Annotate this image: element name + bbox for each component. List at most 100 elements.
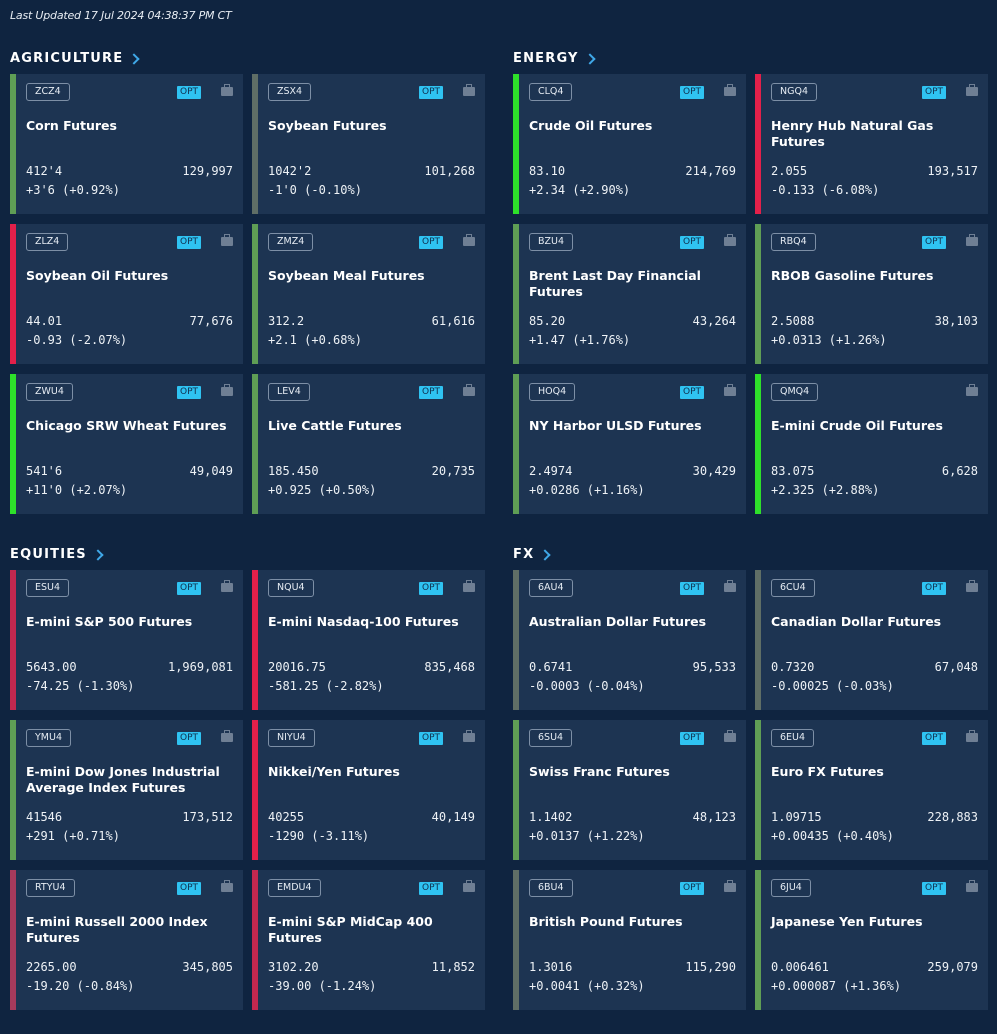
contract-card[interactable]: 6JU4 OPT Japanese Yen Futures 0.006461 259,0… xyxy=(755,870,988,1010)
contract-name: Corn Futures xyxy=(26,118,117,133)
section-title-link[interactable]: ENERGY xyxy=(513,51,596,66)
volume: 6,628 xyxy=(941,464,978,478)
contract-card[interactable]: 6EU4 OPT Euro FX Futures 1.09715 228,883 +0.0… xyxy=(755,720,988,860)
briefcase-icon[interactable] xyxy=(221,580,233,592)
options-badge[interactable]: OPT xyxy=(418,882,443,895)
briefcase-icon[interactable] xyxy=(221,384,233,396)
price-change: +0.0041 (+0.32%) xyxy=(529,979,645,993)
contract-card[interactable]: EMDU4 OPT E-mini S&P MidCap 400 Futures 310… xyxy=(252,870,485,1010)
options-badge[interactable]: OPT xyxy=(418,86,443,99)
symbol-badge: ZSX4 xyxy=(268,83,312,101)
briefcase-icon[interactable] xyxy=(463,384,475,396)
section-title-link[interactable]: FX xyxy=(513,547,551,562)
contract-card[interactable]: NIYU4 OPT Nikkei/Yen Futures 40255 40,149 -12… xyxy=(252,720,485,860)
section-title-link[interactable]: AGRICULTURE xyxy=(10,51,140,66)
options-badge[interactable]: OPT xyxy=(921,236,946,249)
options-badge[interactable]: OPT xyxy=(176,236,201,249)
contract-card[interactable]: QMQ4 E-mini Crude Oil Futures 83.075 6,628 +… xyxy=(755,374,988,514)
options-badge[interactable]: OPT xyxy=(418,582,443,595)
volume: 101,268 xyxy=(424,164,475,178)
contract-card[interactable]: ZLZ4 OPT Soybean Oil Futures 44.01 77,676 -0.… xyxy=(10,224,243,364)
contract-card[interactable]: ZCZ4 OPT Corn Futures 412'4 129,997 +3'6 (+0.… xyxy=(10,74,243,214)
contract-card[interactable]: 6SU4 OPT Swiss Franc Futures 1.1402 48,123 +0… xyxy=(513,720,746,860)
contract-name: Chicago SRW Wheat Futures xyxy=(26,418,227,433)
contract-card[interactable]: BZU4 OPT Brent Last Day Financial Futures 8… xyxy=(513,224,746,364)
contract-grid: ZCZ4 OPT Corn Futures 412'4 129,997 +3'6 (+0.… xyxy=(10,74,485,514)
contract-name: Soybean Oil Futures xyxy=(26,268,169,283)
chevron-right-icon xyxy=(583,53,596,65)
contract-name: Australian Dollar Futures xyxy=(529,614,707,629)
options-badge[interactable]: OPT xyxy=(176,882,201,895)
briefcase-icon[interactable] xyxy=(221,730,233,742)
briefcase-icon[interactable] xyxy=(463,880,475,892)
briefcase-icon[interactable] xyxy=(724,880,736,892)
contract-card[interactable]: NGQ4 OPT Henry Hub Natural Gas Futures 2.05… xyxy=(755,74,988,214)
contract-card[interactable]: ESU4 OPT E-mini S&P 500 Futures 5643.00 1,96… xyxy=(10,570,243,710)
price-change: -0.00025 (-0.03%) xyxy=(771,679,894,693)
briefcase-icon[interactable] xyxy=(724,580,736,592)
contract-name: E-mini Russell 2000 Index Futures xyxy=(26,914,208,945)
options-badge[interactable]: OPT xyxy=(176,386,201,399)
volume: 40,149 xyxy=(431,810,475,824)
contract-card[interactable]: 6AU4 OPT Australian Dollar Futures 0.6741 95… xyxy=(513,570,746,710)
contract-card[interactable]: ZSX4 OPT Soybean Futures 1042'2 101,268 -1'0 … xyxy=(252,74,485,214)
price-change: -39.00 (-1.24%) xyxy=(268,979,377,993)
price-change: +0.925 (+0.50%) xyxy=(268,483,377,497)
options-badge[interactable]: OPT xyxy=(176,86,201,99)
contract-card[interactable]: 6CU4 OPT Canadian Dollar Futures 0.7320 67,0… xyxy=(755,570,988,710)
options-badge[interactable]: OPT xyxy=(921,86,946,99)
briefcase-icon[interactable] xyxy=(463,580,475,592)
options-badge[interactable]: OPT xyxy=(679,236,704,249)
section-title: AGRICULTURE xyxy=(10,51,124,66)
contract-card[interactable]: RBQ4 OPT RBOB Gasoline Futures 2.5088 38,103… xyxy=(755,224,988,364)
options-badge[interactable]: OPT xyxy=(679,386,704,399)
briefcase-icon[interactable] xyxy=(463,730,475,742)
options-badge[interactable]: OPT xyxy=(418,386,443,399)
options-badge[interactable]: OPT xyxy=(921,882,946,895)
briefcase-icon[interactable] xyxy=(724,384,736,396)
briefcase-icon[interactable] xyxy=(221,880,233,892)
options-badge[interactable]: OPT xyxy=(679,86,704,99)
briefcase-icon[interactable] xyxy=(966,84,978,96)
contract-card[interactable]: 6BU4 OPT British Pound Futures 1.3016 115,29… xyxy=(513,870,746,1010)
briefcase-icon[interactable] xyxy=(724,730,736,742)
section-title-link[interactable]: EQUITIES xyxy=(10,547,104,562)
price-change: +0.000087 (+1.36%) xyxy=(771,979,902,993)
contract-card[interactable]: ZMZ4 OPT Soybean Meal Futures 312.2 61,616 +2… xyxy=(252,224,485,364)
briefcase-icon[interactable] xyxy=(724,234,736,246)
briefcase-icon[interactable] xyxy=(966,234,978,246)
contract-card[interactable]: HOQ4 OPT NY Harbor ULSD Futures 2.4974 30,42… xyxy=(513,374,746,514)
contract-card[interactable]: CLQ4 OPT Crude Oil Futures 83.10 214,769 +2.3… xyxy=(513,74,746,214)
section-equities: EQUITIES ESU4 OPT E-mini S&P 500 Futures 564… xyxy=(10,547,485,1017)
briefcase-icon[interactable] xyxy=(724,84,736,96)
contract-card[interactable]: ZWU4 OPT Chicago SRW Wheat Futures 541'6 49,… xyxy=(10,374,243,514)
briefcase-icon[interactable] xyxy=(966,730,978,742)
last-price: 40255 xyxy=(268,810,305,824)
last-price: 2.5088 xyxy=(771,314,815,328)
options-badge[interactable]: OPT xyxy=(679,582,704,595)
briefcase-icon[interactable] xyxy=(966,880,978,892)
last-price: 0.7320 xyxy=(771,660,815,674)
briefcase-icon[interactable] xyxy=(221,234,233,246)
briefcase-icon[interactable] xyxy=(463,84,475,96)
contract-card[interactable]: YMU4 OPT E-mini Dow Jones Industrial Avera… xyxy=(10,720,243,860)
options-badge[interactable]: OPT xyxy=(418,732,443,745)
symbol-badge: EMDU4 xyxy=(268,879,321,897)
contract-card[interactable]: RTYU4 OPT E-mini Russell 2000 Index Future… xyxy=(10,870,243,1010)
contract-card[interactable]: LEV4 OPT Live Cattle Futures 185.450 20,735 +… xyxy=(252,374,485,514)
options-badge[interactable]: OPT xyxy=(921,582,946,595)
options-badge[interactable]: OPT xyxy=(418,236,443,249)
options-badge[interactable]: OPT xyxy=(176,732,201,745)
section-title: ENERGY xyxy=(513,51,579,66)
options-badge[interactable]: OPT xyxy=(679,732,704,745)
contract-grid: CLQ4 OPT Crude Oil Futures 83.10 214,769 +2.3… xyxy=(513,74,988,514)
briefcase-icon[interactable] xyxy=(463,234,475,246)
options-badge[interactable]: OPT xyxy=(921,732,946,745)
briefcase-icon[interactable] xyxy=(221,84,233,96)
options-badge[interactable]: OPT xyxy=(176,582,201,595)
options-badge[interactable]: OPT xyxy=(679,882,704,895)
briefcase-icon[interactable] xyxy=(966,384,978,396)
contract-card[interactable]: NQU4 OPT E-mini Nasdaq-100 Futures 20016.75… xyxy=(252,570,485,710)
briefcase-icon[interactable] xyxy=(966,580,978,592)
price-change: +291 (+0.71%) xyxy=(26,829,120,843)
